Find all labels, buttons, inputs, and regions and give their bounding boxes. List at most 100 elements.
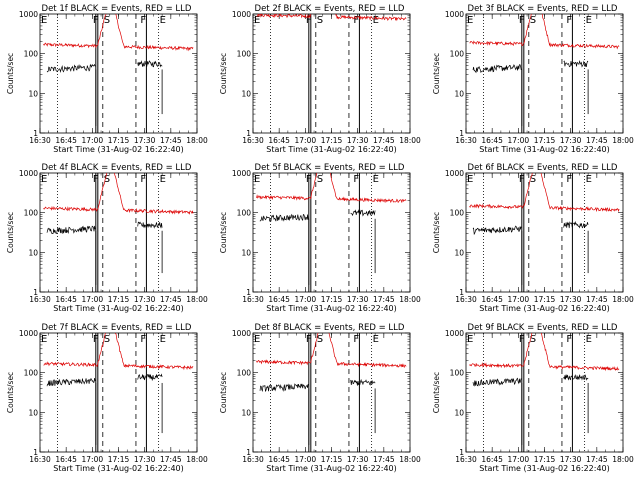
x-tick-label: 16:30 [242,136,264,145]
x-tick-label: 17:15 [321,136,343,145]
y-tick-label: 100 [450,209,465,218]
label-f1: F [519,334,525,345]
panel-4: Det 4f BLACK = Events, RED = LLD 1 10 100 10… [6,163,208,313]
label-f1: F [519,174,525,185]
y-axis-label: Counts/sec [432,53,441,94]
y-tick-label: 1 [459,129,464,138]
x-tick-label: 17:00 [82,136,104,145]
label-s: S [317,15,323,26]
x-tick-label: 17:30 [560,295,582,304]
y-tick-label: 1 [459,448,464,457]
x-tick-label: 16:30 [242,455,264,464]
x-tick-label: 18:00 [186,295,208,304]
label-e2: E [586,15,592,26]
x-tick-label: 17:00 [295,455,317,464]
x-tick-label: 18:00 [186,455,208,464]
label-e1: E [467,334,473,345]
x-tick-label: 16:45 [55,455,77,464]
label-s: S [317,174,323,185]
events-black-series-1 [46,378,96,387]
x-tick-label: 17:45 [586,455,608,464]
events-black-series-2 [137,221,163,229]
label-f2: F [353,174,359,185]
label-f2: F [566,174,572,185]
x-tick-label: 17:15 [321,295,343,304]
plot-frame [252,172,411,293]
events-black-series-1 [472,64,522,74]
label-f2: F [566,334,572,345]
panel-title: Det 3f BLACK = Events, RED = LLD [468,4,618,14]
x-tick-label: 17:15 [534,136,556,145]
y-tick-label: 100 [237,369,252,378]
x-tick-label: 17:45 [586,295,608,304]
panel-title: Det 7f BLACK = Events, RED = LLD [42,323,192,333]
x-tick-label: 17:00 [508,295,530,304]
y-tick-label: 1 [33,129,38,138]
label-e1: E [41,15,47,26]
events-black-series-2 [137,373,163,381]
events-black-series-1 [259,383,309,393]
x-tick-label: 17:45 [160,295,182,304]
lld-red-series [256,333,407,369]
events-black-series-1 [472,225,522,236]
panel-title: Det 2f BLACK = Events, RED = LLD [255,4,405,14]
y-tick-label: 1000 [232,329,251,338]
x-tick-label: 17:00 [295,295,317,304]
y-tick-label: 1000 [445,10,464,19]
x-tick-label: 17:45 [160,455,182,464]
x-tick-label: 17:30 [347,455,369,464]
x-tick-label: 17:30 [347,136,369,145]
x-tick-label: 16:30 [29,295,51,304]
label-e2: E [373,174,379,185]
events-black-series-2 [137,60,163,68]
plot-frame [39,332,198,453]
y-tick-label: 1 [33,288,38,297]
panel-1: Det 1f BLACK = Events, RED = LLD 1 10 100 10… [6,4,208,154]
label-s: S [104,334,110,345]
y-tick-label: 1000 [445,329,464,338]
x-tick-label: 18:00 [612,455,634,464]
label-e2: E [160,15,166,26]
lld-red-series [43,14,194,52]
y-tick-label: 10 [241,89,251,98]
lld-red-series [43,333,194,371]
x-tick-label: 18:00 [399,455,421,464]
label-f2: F [140,334,146,345]
label-e1: E [467,15,473,26]
x-tick-label: 16:30 [455,295,477,304]
y-axis-label: Counts/sec [219,372,228,413]
y-tick-label: 1 [246,448,251,457]
events-black-series-1 [46,63,96,74]
label-f2: F [353,334,359,345]
y-tick-label: 10 [28,248,38,257]
label-e2: E [586,334,592,345]
label-f2: F [353,15,359,26]
x-tick-label: 16:45 [268,295,290,304]
x-tick-label: 17:15 [534,295,556,304]
y-tick-label: 10 [28,89,38,98]
panel-title: Det 4f BLACK = Events, RED = LLD [42,163,192,173]
label-e2: E [160,174,166,185]
panel-5: Det 5f BLACK = Events, RED = LLD 1 10 100 10… [219,163,421,313]
y-tick-label: 10 [454,89,464,98]
y-tick-label: 1000 [232,10,251,19]
plot-frame [39,13,198,134]
y-axis-label: Counts/sec [6,53,15,94]
y-axis-label: Counts/sec [219,53,228,94]
label-f1: F [519,15,525,26]
x-tick-label: 16:30 [242,295,264,304]
x-tick-label: 16:45 [268,455,290,464]
x-tick-label: 17:30 [134,136,156,145]
plot-frame [465,172,624,293]
y-tick-label: 1000 [232,169,251,178]
x-tick-label: 17:45 [373,295,395,304]
y-tick-label: 100 [24,50,39,59]
x-tick-label: 17:00 [295,136,317,145]
x-tick-label: 16:30 [29,136,51,145]
label-e1: E [41,334,47,345]
plot-frame [465,13,624,134]
events-black-series-2 [350,209,376,217]
y-tick-label: 100 [237,50,252,59]
x-tick-label: 18:00 [186,136,208,145]
